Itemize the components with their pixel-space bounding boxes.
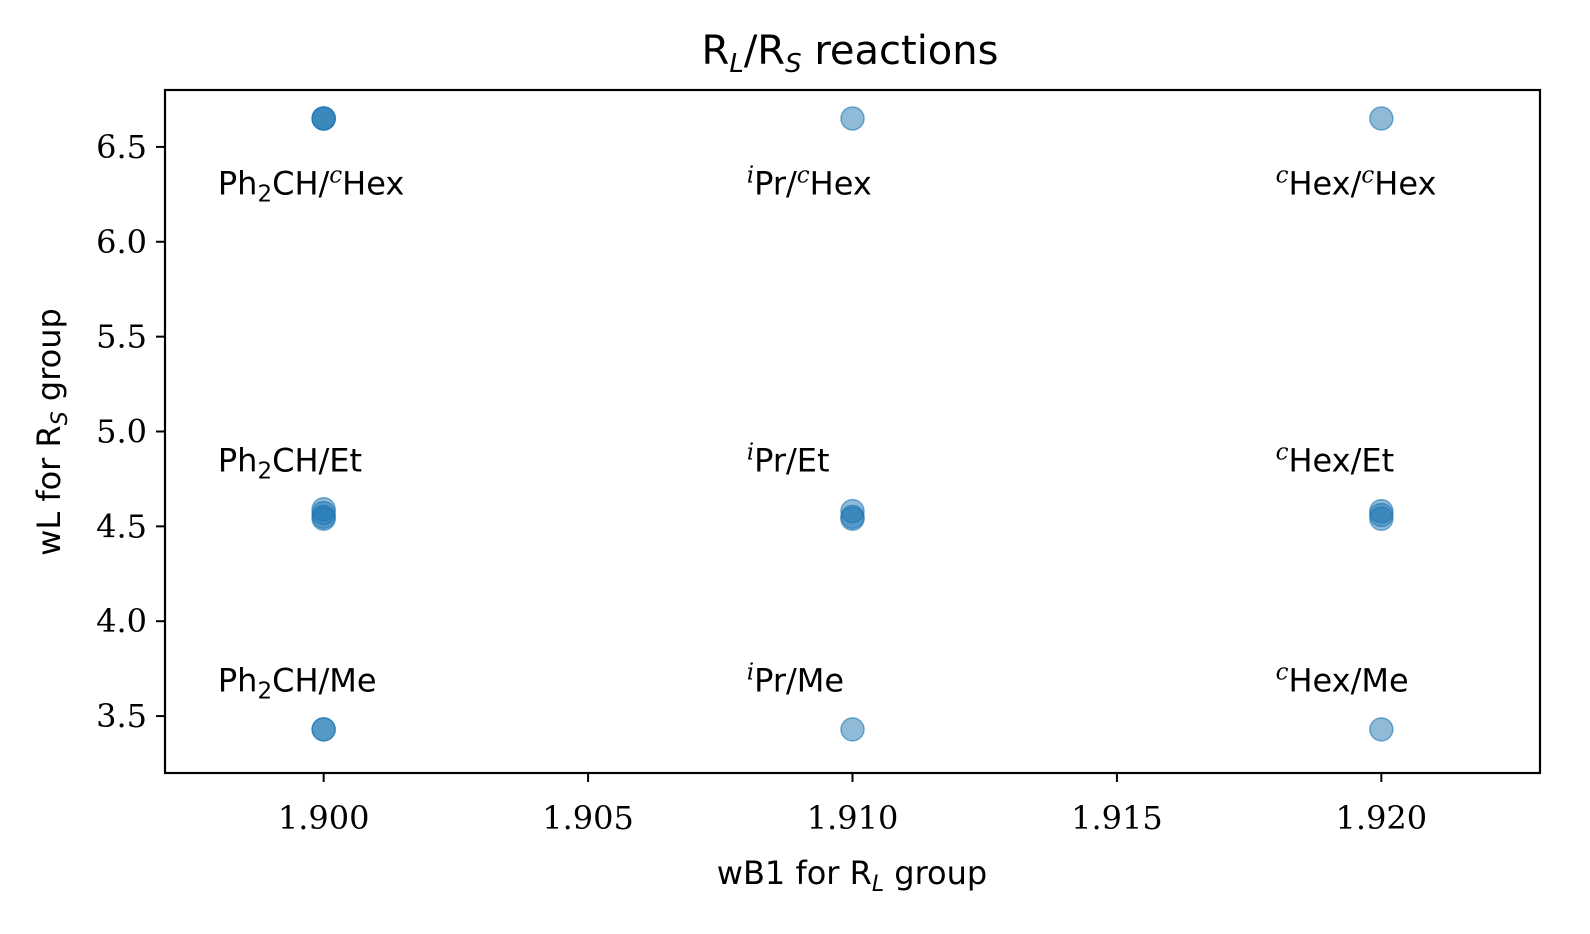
data-point — [840, 717, 865, 742]
data-point — [840, 106, 865, 131]
axis-ticks: 1.900 1.905 1.910 1.915 1.920 3.5 4.0 4.5 5.0 5.5… — [96, 128, 1427, 837]
data-point — [1369, 506, 1394, 532]
point-label: Ph2CH/Me — [218, 661, 377, 704]
y-tick-label: 5.0 — [96, 413, 147, 451]
point-label: iPr/Me — [747, 659, 844, 699]
point-label: Ph2CH/Et — [218, 441, 362, 484]
y-tick-label: 4.0 — [96, 602, 147, 640]
y-tick-label: 4.5 — [96, 507, 147, 545]
y-axis-label: wL for RS group — [30, 308, 73, 556]
point-label: cHex/cHex — [1276, 162, 1437, 202]
y-tick-label: 6.0 — [96, 223, 147, 261]
point-label: cHex/Et — [1276, 439, 1395, 479]
data-point — [311, 106, 336, 131]
y-tick-label: 3.5 — [96, 697, 147, 735]
data-point — [311, 506, 336, 532]
x-tick-label: 1.920 — [1336, 799, 1428, 837]
point-label: iPr/Et — [747, 439, 830, 479]
y-tick-label: 5.5 — [96, 318, 147, 356]
data-point — [1369, 717, 1394, 742]
point-label: cHex/Me — [1276, 659, 1409, 699]
x-tick-label: 1.915 — [1071, 799, 1163, 837]
point-label: Ph2CH/cHex — [218, 162, 404, 207]
point-labels: Ph2CH/cHex iPr/cHex cHex/cHex Ph2CH/Et iPr/E… — [218, 162, 1437, 704]
data-points — [311, 106, 1394, 742]
data-point — [311, 717, 336, 742]
y-tick-label: 6.5 — [96, 128, 147, 166]
point-label: iPr/cHex — [747, 162, 872, 202]
x-tick-label: 1.905 — [542, 799, 634, 837]
chart-title: RL/RS reactions — [702, 28, 999, 79]
x-tick-label: 1.910 — [807, 799, 899, 837]
x-axis-label: wB1 for RL group — [717, 854, 987, 897]
x-tick-label: 1.900 — [278, 799, 370, 837]
data-point — [1369, 106, 1394, 131]
data-point — [840, 506, 865, 532]
